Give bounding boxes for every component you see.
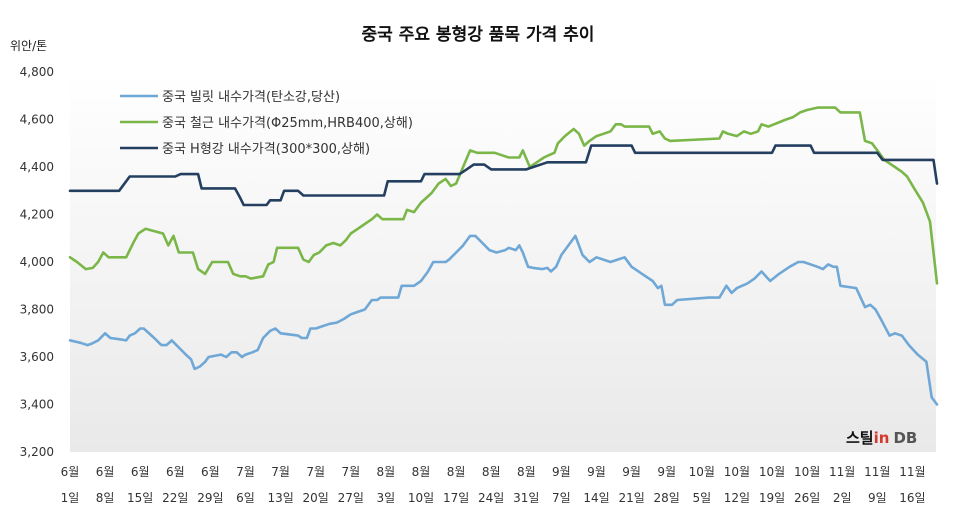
x-tick-day: 6일 [236,491,255,505]
chart-title: 중국 주요 봉형강 품목 가격 추이 [362,24,595,45]
x-tick-day: 2일 [833,491,852,505]
x-tick-month: 6월 [96,465,115,479]
x-tick-month: 7월 [306,465,325,479]
logo-prefix: 스틸 [846,429,874,447]
legend-label-1: 중국 빌릿 내수가격(탄소강,당산) [162,90,340,105]
x-tick-month: 10월 [759,465,785,479]
x-tick-day: 16일 [899,491,925,505]
x-tick-month: 10월 [689,465,715,479]
y-tick-label: 3,400 [20,398,54,412]
x-tick-month: 8월 [377,465,396,479]
x-tick-month: 7월 [271,465,290,479]
steelin-db-logo: 스틸in DB [846,429,917,447]
y-tick-label: 3,800 [20,303,54,317]
y-axis-unit-label: 위안/톤 [10,39,47,53]
x-tick-day: 29일 [197,491,223,505]
x-tick-day: 17일 [443,491,469,505]
x-axis-ticks: 6월 1일 6월 8일 6월 15일 6월 22일 6월 29일 7월 6일 7월 13일 7월 20일 7월 2… [61,465,926,505]
x-tick-month: 8월 [447,465,466,479]
series-line-1 [68,234,939,406]
x-tick-month: 7월 [341,465,360,479]
logo-in: in [874,429,890,447]
logo-db: DB [893,429,917,447]
x-tick-month: 9월 [622,465,641,479]
series-line-2 [68,106,939,285]
x-tick-month: 10월 [794,465,820,479]
x-tick-month: 8월 [517,465,536,479]
y-tick-label: 3,600 [20,350,54,364]
x-tick-month: 6월 [61,465,80,479]
x-tick-day: 19일 [759,491,785,505]
x-tick-month: 6월 [166,465,185,479]
y-tick-label: 4,200 [20,208,54,222]
x-tick-month: 8월 [482,465,501,479]
x-tick-month: 6월 [201,465,220,479]
y-tick-label: 4,400 [20,160,54,174]
x-tick-day: 9일 [868,491,887,505]
x-tick-day: 27일 [338,491,364,505]
x-tick-day: 8일 [96,491,115,505]
x-tick-day: 22일 [162,491,188,505]
x-tick-month: 11월 [829,465,855,479]
x-tick-month: 8월 [412,465,431,479]
x-tick-day: 3일 [377,491,396,505]
x-tick-day: 7일 [552,491,571,505]
x-tick-day: 10일 [408,491,434,505]
x-tick-month: 9월 [552,465,571,479]
x-tick-month: 11월 [864,465,890,479]
legend-label-2: 중국 철근 내수가격(Φ25mm,HRB400,상해) [162,116,413,131]
y-tick-label: 4,800 [20,65,54,79]
y-tick-label: 3,200 [20,445,54,459]
series-line-3 [68,144,939,207]
y-axis-ticks: 3,200 3,400 3,600 3,800 4,000 4,200 4,400 4,600… [20,65,54,459]
x-tick-day: 31일 [513,491,539,505]
x-tick-day: 21일 [618,491,644,505]
x-tick-day: 28일 [654,491,680,505]
x-tick-day: 20일 [303,491,329,505]
x-tick-day: 15일 [127,491,153,505]
x-tick-month: 9월 [657,465,676,479]
x-tick-month: 7월 [236,465,255,479]
x-tick-day: 5일 [692,491,711,505]
x-tick-month: 6월 [131,465,150,479]
x-tick-month: 10월 [724,465,750,479]
x-tick-day: 12일 [724,491,750,505]
legend-label-3: 중국 H형강 내수가격(300*300,상해) [162,142,370,157]
x-tick-day: 14일 [583,491,609,505]
legend: 중국 빌릿 내수가격(탄소강,당산) 중국 철근 내수가격(Φ25mm,HRB40… [120,90,413,157]
x-tick-day: 26일 [794,491,820,505]
x-tick-day: 1일 [61,491,80,505]
x-tick-day: 13일 [267,491,293,505]
x-tick-month: 11월 [899,465,925,479]
y-tick-label: 4,600 [20,113,54,127]
x-tick-day: 24일 [478,491,504,505]
y-tick-label: 4,000 [20,255,54,269]
series-lines [68,106,939,406]
x-tick-month: 9월 [587,465,606,479]
